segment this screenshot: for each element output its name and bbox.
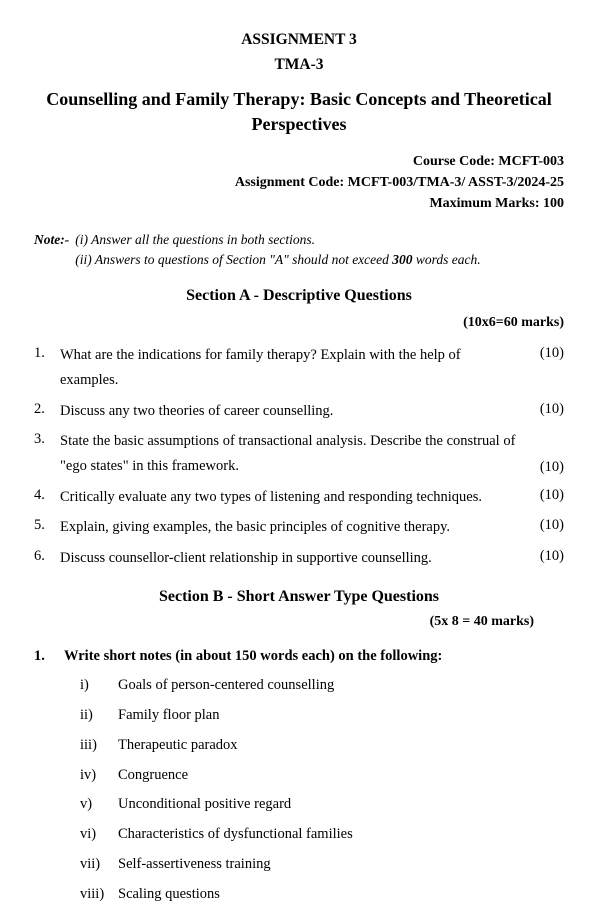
- question-marks: (10): [526, 515, 564, 537]
- question-marks: (10): [526, 399, 564, 421]
- question-marks: (10): [526, 546, 564, 568]
- tma-label: TMA-3: [34, 53, 564, 76]
- item-text: Family floor plan: [118, 705, 564, 727]
- item-text: Therapeutic paradox: [118, 735, 564, 757]
- question-row: 3. State the basic assumptions of transa…: [34, 429, 564, 478]
- short-note-item: vi) Characteristics of dysfunctional fam…: [80, 824, 564, 846]
- question-marks: (10): [526, 457, 564, 479]
- item-label: vi): [80, 824, 118, 846]
- note-label: Note:-: [34, 230, 69, 271]
- question-number: 2.: [34, 399, 60, 421]
- note-line-1: (i) Answer all the questions in both sec…: [75, 230, 480, 250]
- short-note-item: iv) Congruence: [80, 765, 564, 787]
- question-marks: (10): [526, 343, 564, 365]
- item-text: Congruence: [118, 765, 564, 787]
- short-note-item: iii) Therapeutic paradox: [80, 735, 564, 757]
- short-note-item: v) Unconditional positive regard: [80, 794, 564, 816]
- question-row: 5. Explain, giving examples, the basic p…: [34, 515, 564, 540]
- section-a-title: Section A - Descriptive Questions: [34, 284, 564, 308]
- section-b-title: Section B - Short Answer Type Questions: [34, 585, 564, 609]
- question-number: 5.: [34, 515, 60, 537]
- short-notes-list: i) Goals of person-centered counselling …: [80, 675, 564, 905]
- question-text: Explain, giving examples, the basic prin…: [60, 515, 526, 540]
- item-text: Characteristics of dysfunctional familie…: [118, 824, 564, 846]
- question-number: 1.: [34, 343, 60, 365]
- question-row: 2. Discuss any two theories of career co…: [34, 399, 564, 424]
- question-text: State the basic assumptions of transacti…: [60, 429, 526, 478]
- note-block: Note:- (i) Answer all the questions in b…: [34, 230, 564, 271]
- short-note-item: vii) Self-assertiveness training: [80, 854, 564, 876]
- question-marks: (10): [526, 485, 564, 507]
- item-label: ii): [80, 705, 118, 727]
- short-note-item: i) Goals of person-centered counselling: [80, 675, 564, 697]
- assignment-label: ASSIGNMENT 3: [34, 28, 564, 51]
- question-stem: Write short notes (in about 150 words ea…: [64, 646, 442, 668]
- short-note-item: ii) Family floor plan: [80, 705, 564, 727]
- section-a-marks: (10x6=60 marks): [34, 312, 564, 333]
- item-label: viii): [80, 884, 118, 905]
- item-text: Self-assertiveness training: [118, 854, 564, 876]
- assignment-code: Assignment Code: MCFT-003/TMA-3/ ASST-3/…: [34, 172, 564, 193]
- course-code: Course Code: MCFT-003: [34, 151, 564, 172]
- section-b-marks: (5x 8 = 40 marks): [34, 611, 534, 632]
- question-row: 6. Discuss counsellor-client relationshi…: [34, 546, 564, 571]
- item-label: v): [80, 794, 118, 816]
- question-number: 3.: [34, 429, 60, 451]
- question-number: 1.: [34, 646, 64, 668]
- question-row: 4. Critically evaluate any two types of …: [34, 485, 564, 510]
- short-note-item: viii) Scaling questions: [80, 884, 564, 905]
- question-text: Discuss counsellor-client relationship i…: [60, 546, 526, 571]
- question-text: Critically evaluate any two types of lis…: [60, 485, 526, 510]
- question-text: Discuss any two theories of career couns…: [60, 399, 526, 424]
- item-text: Goals of person-centered counselling: [118, 675, 564, 697]
- section-a-questions: 1. What are the indications for family t…: [34, 343, 564, 570]
- max-marks: Maximum Marks: 100: [34, 193, 564, 214]
- item-label: vii): [80, 854, 118, 876]
- question-text: What are the indications for family ther…: [60, 343, 526, 392]
- section-b-question-1: 1. Write short notes (in about 150 words…: [34, 646, 564, 668]
- question-number: 6.: [34, 546, 60, 568]
- course-title: Counselling and Family Therapy: Basic Co…: [34, 87, 564, 137]
- item-label: i): [80, 675, 118, 697]
- note-line-2: (ii) Answers to questions of Section "A"…: [75, 250, 480, 270]
- question-row: 1. What are the indications for family t…: [34, 343, 564, 392]
- item-text: Scaling questions: [118, 884, 564, 905]
- item-label: iii): [80, 735, 118, 757]
- item-label: iv): [80, 765, 118, 787]
- item-text: Unconditional positive regard: [118, 794, 564, 816]
- question-number: 4.: [34, 485, 60, 507]
